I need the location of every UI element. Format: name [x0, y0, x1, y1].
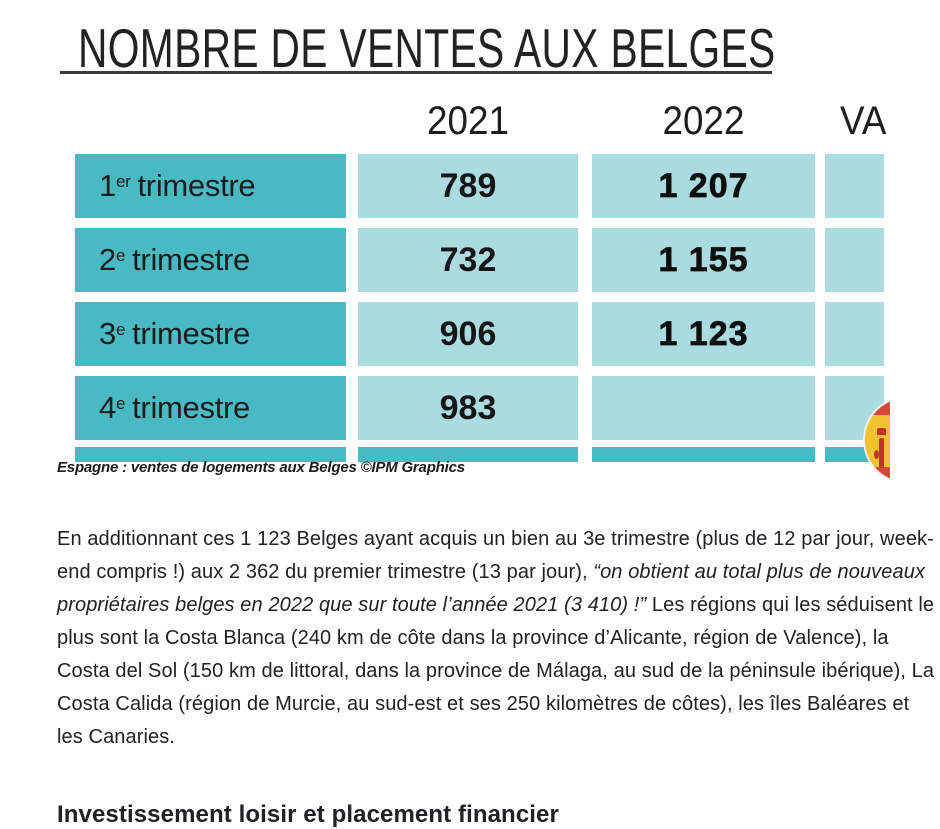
figure-title: NOMBRE DE VENTES AUX BELGES: [78, 17, 776, 79]
value-2022-q1: 1 207: [592, 154, 815, 218]
ordinal-word: trimestre: [132, 316, 250, 351]
ordinal: 1: [99, 168, 116, 203]
value-2022-q2: 1 155: [592, 228, 815, 292]
ordinal: 2: [99, 242, 116, 277]
section-heading: Investissement loisir et placement finan…: [57, 800, 559, 828]
cropped-next-row-fragment: [592, 447, 815, 462]
article-paragraph: En additionnant ces 1 123 Belges ayant a…: [57, 523, 937, 754]
paragraph-text: En additionnant ces 1 123 Belges ayant a…: [57, 528, 934, 583]
cropped-next-row-fragment: [75, 447, 346, 462]
ordinal-word: trimestre: [137, 168, 256, 203]
paragraph-text: Les régions qui les séduisent le plus so…: [57, 594, 935, 748]
table-row: 2 e trimestre 732 1 155: [0, 228, 890, 292]
table-row: 4 e trimestre 983: [0, 376, 890, 440]
figure-caption: Espagne : ventes de logements aux Belges…: [57, 459, 465, 476]
flag-pillar-detail: [879, 438, 884, 468]
value-2021-q4: 983: [358, 376, 578, 440]
value-variation-q2-cropped: [825, 228, 884, 292]
value-2022-q3: 1 123: [592, 302, 815, 366]
value-2021-q2: 732: [358, 228, 578, 292]
cropped-next-row-fragment: [358, 447, 578, 462]
column-header-variation-cropped: VA: [840, 99, 887, 143]
title-underline: [60, 71, 772, 74]
ordinal-word: trimestre: [132, 390, 250, 425]
value-variation-q3-cropped: [825, 302, 884, 366]
row-label-q4: 4 e trimestre: [75, 376, 346, 440]
value-2022-q4: [592, 376, 815, 440]
spain-flag-icon: [863, 396, 890, 486]
row-label-q2: 2 e trimestre: [75, 228, 346, 292]
ordinal: 4: [99, 390, 116, 425]
column-header-2021: 2021: [427, 99, 509, 143]
ordinal: 3: [99, 316, 116, 351]
table-row: 3 e trimestre 906 1 123: [0, 302, 890, 366]
infographic: NOMBRE DE VENTES AUX BELGES 2021 2022 VA…: [0, 17, 890, 486]
value-2021-q3: 906: [358, 302, 578, 366]
flag-emblem-detail: [874, 450, 879, 459]
row-label-q3: 3 e trimestre: [75, 302, 346, 366]
row-label-q1: 1 er trimestre: [75, 154, 346, 218]
ordinal-word: trimestre: [132, 242, 250, 277]
paragraph-quote: “on obtient au total plus de nouveaux pr…: [57, 561, 926, 616]
value-variation-q1-cropped: [825, 154, 884, 218]
column-header-2022: 2022: [662, 99, 745, 143]
flag-crown-detail: [877, 428, 886, 435]
spain-flag-roundel: [863, 396, 890, 484]
value-2021-q1: 789: [358, 154, 578, 218]
table-row: 1 er trimestre 789 1 207: [0, 154, 890, 218]
